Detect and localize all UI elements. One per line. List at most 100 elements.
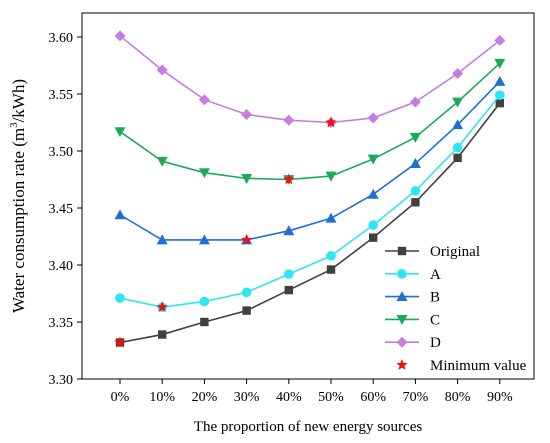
data-point [494,58,506,69]
x-tick-label: 70% [403,390,429,405]
x-axis-label: The proportion of new energy sources [194,419,423,435]
data-point [452,142,463,153]
legend-item: Minimum value [396,358,527,374]
x-tick-label: 80% [445,390,471,405]
data-point [242,306,251,315]
series-d [114,30,506,128]
plot-frame [81,12,535,380]
data-point [409,132,421,143]
y-axis-label: Water consumption rate (m3/kWh) [8,79,28,313]
series-line [119,102,501,344]
data-point [198,234,210,245]
data-point [452,119,464,130]
data-point [367,112,379,124]
data-point [200,317,209,327]
data-point [494,34,506,46]
series-group [114,30,506,347]
data-point [325,171,337,182]
series-line [119,35,501,124]
legend-label: Original [430,244,480,260]
y-axis-label-superscript: 3 [8,122,20,128]
data-point [495,98,504,108]
y-axis-label-tail: /kWh) [9,79,28,122]
legend-item: A [385,267,441,283]
series-a [115,90,505,312]
legend-label: C [430,312,440,328]
y-tick-label: 3.35 [49,316,74,331]
minimum-star [240,233,253,245]
data-point [410,186,421,196]
x-tick-label: 90% [487,390,513,405]
minimum-star [325,116,337,128]
y-axis: 3.30 3.35 3.40 3.45 3.50 3.55 3.60 [49,31,82,388]
data-point [325,212,337,223]
data-point [198,94,210,106]
data-point [115,293,125,303]
legend-label: B [430,290,440,306]
data-point [156,156,168,167]
legend-marker [396,315,408,325]
legend-label: D [430,335,441,351]
data-point [198,168,210,179]
legend-item: D [385,335,441,351]
data-point [326,265,336,274]
data-point [409,96,421,108]
legend-marker [396,336,408,348]
data-point [199,296,210,307]
data-point [369,233,378,242]
x-tick-label: 10% [149,390,175,405]
data-point [494,75,506,86]
y-tick-label: 3.30 [49,373,74,388]
minimum-star [283,173,295,185]
data-point [452,67,464,79]
data-point [156,64,168,76]
data-point [409,158,421,168]
data-point [495,90,505,100]
x-tick-label: 20% [192,390,218,405]
data-point [453,153,462,163]
data-point [114,209,126,220]
legend-marker [397,269,407,279]
data-point [284,269,294,279]
x-axis: 0% 10% 20% 30% 40% 50% 60% 70% 80% 90% [111,379,513,405]
y-tick-label: 3.40 [49,259,74,274]
data-point [283,114,295,126]
data-point [158,330,167,339]
data-point [241,287,252,298]
y-tick-label: 3.60 [49,31,74,46]
data-point [241,109,253,121]
series-c [114,58,506,185]
data-point [326,251,336,261]
x-tick-label: 50% [318,390,344,405]
legend-label: A [430,267,441,283]
data-point [241,173,253,184]
data-point [284,285,293,295]
x-tick-label: 60% [360,390,386,405]
data-point [114,30,126,42]
data-point [367,188,379,199]
series-line [119,80,501,241]
x-tick-label: 40% [276,390,302,405]
legend-marker [396,291,408,301]
legend-item: Original [385,244,480,260]
series-line [119,94,501,308]
y-tick-label: 3.55 [49,88,74,103]
minimum-star [114,336,126,348]
data-point [283,225,295,236]
data-point [156,234,168,245]
minimum-markers [114,116,337,348]
data-point [411,198,420,207]
x-tick-label: 30% [234,390,260,405]
legend-label: Minimum value [430,358,527,374]
legend-marker [396,359,408,370]
legend-marker [397,246,407,256]
legend-item: B [385,290,440,306]
legend-item: C [385,312,440,328]
y-axis-label-main: Water consumption rate (m [9,128,28,313]
data-point [367,154,379,165]
x-tick-label: 0% [111,390,130,405]
y-tick-label: 3.45 [49,202,74,217]
data-point [114,127,126,138]
